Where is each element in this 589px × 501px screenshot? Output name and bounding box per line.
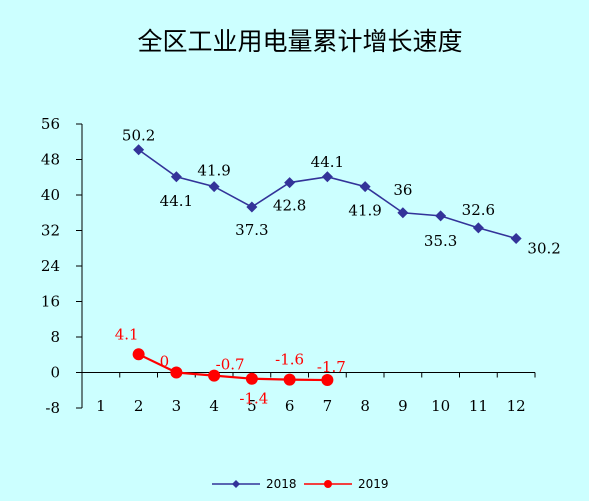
data-point-2019 <box>321 374 334 387</box>
legend-label: 2019 <box>358 477 389 491</box>
x-tick-label: 3 <box>172 397 182 415</box>
x-tick-label: 5 <box>247 397 257 415</box>
x-tick-label: 1 <box>96 397 106 415</box>
data-label-2019: 4.1 <box>115 325 139 343</box>
data-point-2018 <box>472 222 484 234</box>
data-point-2018 <box>246 201 258 213</box>
data-label-2018: 42.8 <box>273 197 306 215</box>
x-tick-label: 10 <box>431 397 450 415</box>
data-point-2018 <box>435 210 447 222</box>
data-label-2019: -0.7 <box>216 356 245 374</box>
y-tick-label: 56 <box>41 115 60 133</box>
data-label-2018: 41.9 <box>348 202 381 220</box>
legend-marker <box>324 480 332 488</box>
y-tick-label: 48 <box>41 151 60 169</box>
data-point-2019 <box>170 366 183 379</box>
data-label-2019: -1.4 <box>239 390 268 408</box>
legend: 2018 2019 <box>212 477 389 491</box>
y-tick-label: -8 <box>45 399 60 417</box>
y-tick-label: 24 <box>41 257 60 275</box>
x-tick-label: 2 <box>134 397 144 415</box>
y-tick-label: 40 <box>41 186 60 204</box>
legend-marker <box>232 480 240 488</box>
data-point-2018 <box>359 181 371 193</box>
data-label-2018: 30.2 <box>527 239 560 257</box>
y-tick-label: 32 <box>41 222 60 240</box>
data-point-2018 <box>133 144 145 156</box>
x-tick-label: 7 <box>323 397 333 415</box>
x-tick-label: 8 <box>360 397 370 415</box>
data-point-2019 <box>132 348 145 361</box>
legend-item-2019: 2019 <box>304 477 389 491</box>
data-point-2018 <box>170 171 182 183</box>
data-point-2019 <box>208 369 221 382</box>
x-tick-label: 4 <box>209 397 219 415</box>
y-tick-label: 0 <box>50 364 60 382</box>
data-point-2019 <box>245 372 258 385</box>
chart-title: 全区工业用电量累计增长速度 <box>137 27 462 56</box>
data-label-2018: 44.1 <box>160 192 193 210</box>
data-label-2019: -1.7 <box>317 358 346 376</box>
data-label-2018: 32.6 <box>462 201 495 219</box>
data-label-2018: 44.1 <box>311 153 344 171</box>
series-line-2019 <box>138 353 328 382</box>
legend-label: 2018 <box>266 477 297 491</box>
series-2019: 4.1 0 -0.7 -1.4 -1.6 -1.7 <box>115 325 346 407</box>
data-point-2018 <box>397 207 409 219</box>
data-label-2018: 41.9 <box>197 162 230 180</box>
y-tick-label: 16 <box>41 293 60 311</box>
data-point-2019 <box>283 373 296 386</box>
x-tick-label: 9 <box>398 397 408 415</box>
x-tick-label: 6 <box>285 397 295 415</box>
data-label-2018: 50.2 <box>122 127 155 145</box>
data-point-2018 <box>321 171 333 183</box>
y-tick-label: 8 <box>50 328 60 346</box>
data-label-2019: -1.6 <box>275 351 304 369</box>
data-label-2018: 35.3 <box>424 232 457 250</box>
x-tick-label: 11 <box>469 397 488 415</box>
x-tick-label: 12 <box>507 397 526 415</box>
data-point-2018 <box>208 181 220 193</box>
legend-item-2018: 2018 <box>212 477 297 491</box>
data-label-2018: 36 <box>393 181 412 199</box>
data-label-2018: 37.3 <box>235 221 268 239</box>
data-label-2019: 0 <box>160 353 170 371</box>
data-point-2018 <box>284 177 296 189</box>
series-2018: 50.244.141.937.342.844.141.93635.332.630… <box>122 127 561 258</box>
data-point-2018 <box>510 232 522 244</box>
series-layer: 50.244.141.937.342.844.141.93635.332.630… <box>115 127 561 408</box>
